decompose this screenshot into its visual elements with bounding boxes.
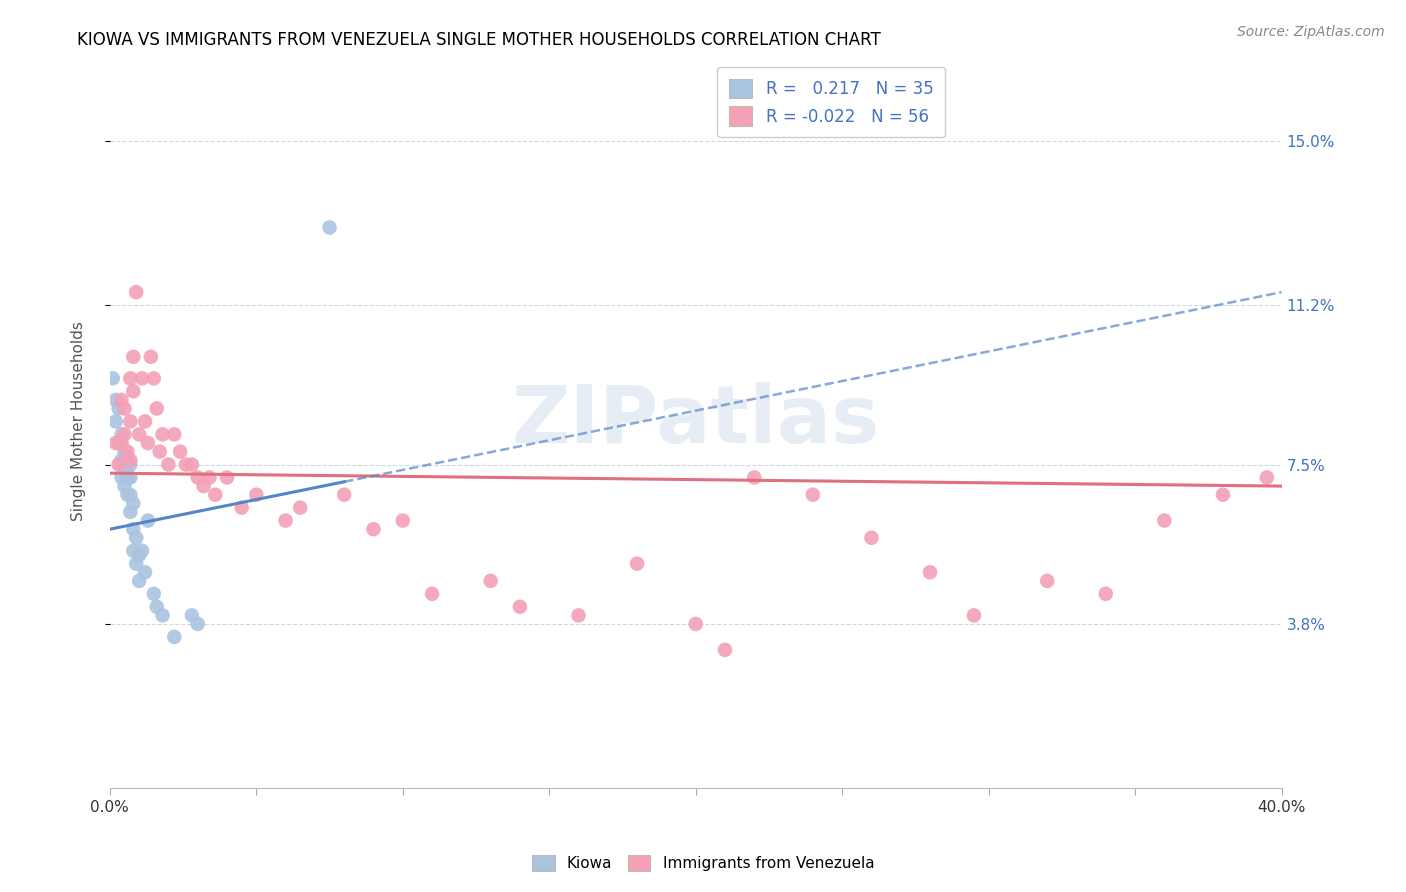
Point (567, 608, 589, 623)
Point (363, 522, 385, 536)
Point (122, 543, 145, 558)
Point (120, 488, 142, 502)
Point (163, 630, 186, 644)
Point (420, 587, 443, 601)
Point (391, 514, 413, 528)
Point (125, 531, 148, 545)
Point (107, 458, 129, 472)
Point (107, 436, 129, 450)
Point (1153, 514, 1175, 528)
Point (114, 401, 136, 416)
Point (142, 371, 165, 385)
Point (193, 479, 215, 493)
Point (139, 350, 162, 364)
Point (120, 505, 142, 519)
Point (509, 599, 531, 614)
Point (163, 427, 186, 442)
Point (714, 643, 737, 657)
Point (107, 401, 129, 416)
Point (110, 453, 132, 467)
Point (1256, 470, 1278, 484)
Point (136, 436, 159, 450)
Point (122, 350, 145, 364)
Point (125, 557, 148, 571)
Point (157, 458, 180, 472)
Point (136, 514, 159, 528)
Point (114, 427, 136, 442)
Point (114, 444, 136, 458)
Point (149, 444, 172, 458)
Legend: Kiowa, Immigrants from Venezuela: Kiowa, Immigrants from Venezuela (526, 849, 880, 877)
Point (117, 444, 139, 458)
Point (169, 444, 191, 458)
Point (180, 458, 202, 472)
Point (860, 531, 883, 545)
Point (128, 427, 150, 442)
Point (801, 488, 824, 502)
Point (479, 574, 502, 588)
Point (125, 285, 148, 300)
Point (198, 470, 221, 484)
Point (742, 470, 765, 484)
Point (120, 453, 142, 467)
Point (120, 371, 142, 385)
Point (114, 462, 136, 476)
Point (290, 500, 312, 515)
Point (1094, 587, 1116, 601)
Point (180, 608, 202, 623)
Point (122, 522, 145, 536)
Point (114, 479, 136, 493)
Point (333, 488, 356, 502)
Point (963, 608, 986, 623)
Point (626, 557, 648, 571)
Point (187, 617, 209, 632)
Point (142, 587, 165, 601)
Point (117, 470, 139, 484)
Text: ZIPatlas: ZIPatlas (512, 383, 880, 460)
Point (122, 384, 145, 399)
Point (110, 470, 132, 484)
Point (117, 488, 139, 502)
Point (918, 566, 941, 580)
Point (145, 401, 167, 416)
Point (152, 427, 174, 442)
Point (1036, 574, 1059, 588)
Point (685, 617, 707, 632)
Point (120, 470, 142, 484)
Point (117, 453, 139, 467)
Point (104, 414, 127, 428)
Point (318, 220, 340, 235)
Point (104, 436, 127, 450)
Point (215, 470, 238, 484)
Point (122, 496, 145, 510)
Point (134, 414, 156, 428)
Y-axis label: Single Mother Households: Single Mother Households (72, 321, 86, 522)
Point (128, 574, 150, 588)
Point (231, 500, 253, 515)
Point (131, 543, 153, 558)
Point (1212, 488, 1234, 502)
Point (274, 514, 297, 528)
Point (104, 392, 127, 407)
Point (101, 371, 124, 385)
Point (110, 436, 132, 450)
Point (120, 458, 142, 472)
Point (110, 427, 132, 442)
Point (128, 548, 150, 562)
Point (152, 608, 174, 623)
Point (110, 392, 132, 407)
Legend: R =   0.217   N = 35, R = -0.022   N = 56: R = 0.217 N = 35, R = -0.022 N = 56 (717, 67, 945, 137)
Point (174, 458, 197, 472)
Point (134, 566, 156, 580)
Text: KIOWA VS IMMIGRANTS FROM VENEZUELA SINGLE MOTHER HOUSEHOLDS CORRELATION CHART: KIOWA VS IMMIGRANTS FROM VENEZUELA SINGL… (77, 31, 882, 49)
Point (187, 470, 209, 484)
Point (245, 488, 267, 502)
Point (120, 414, 142, 428)
Text: Source: ZipAtlas.com: Source: ZipAtlas.com (1237, 25, 1385, 39)
Point (131, 371, 153, 385)
Point (145, 599, 167, 614)
Point (204, 488, 226, 502)
